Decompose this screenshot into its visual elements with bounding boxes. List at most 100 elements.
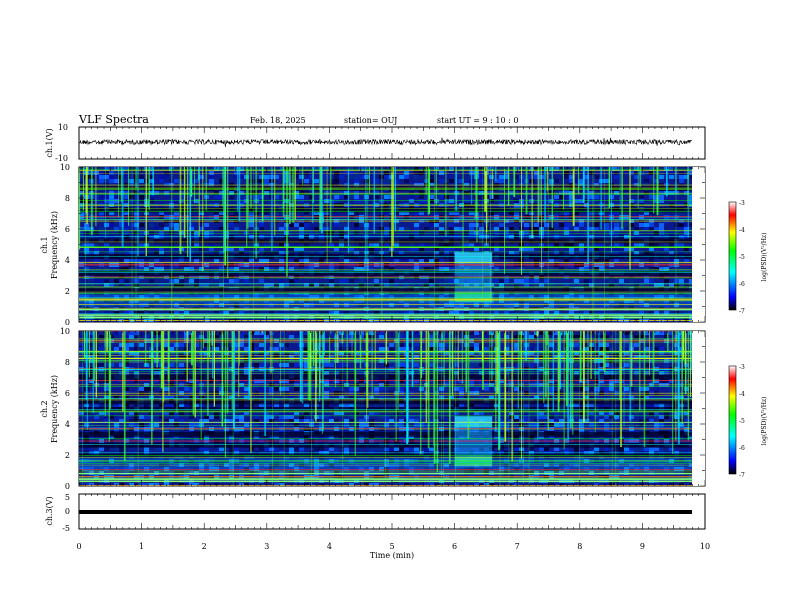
spectrogram-cell — [369, 347, 374, 351]
spectrogram-cell — [119, 283, 124, 287]
spectrogram-cell — [379, 415, 384, 419]
spectrogram-cell — [674, 403, 679, 407]
spectrogram-cell — [569, 243, 574, 247]
spectrogram-cell — [449, 447, 454, 451]
spectrogram-cell — [529, 279, 534, 283]
spectrogram-cell — [259, 447, 264, 451]
spectrogram-cell — [599, 343, 604, 347]
spectrogram-cell — [94, 447, 99, 451]
spectrogram-cell — [274, 387, 279, 391]
spectrogram-cell — [644, 211, 649, 215]
spectrogram-cell — [619, 447, 624, 451]
date-label: Feb. 18, 2025 — [250, 116, 306, 125]
spectrogram-cell — [584, 171, 589, 175]
spectrogram-cell — [649, 247, 654, 251]
spectrogram-cell — [339, 355, 344, 359]
spectrogram-cell — [329, 311, 334, 315]
spectrogram-cell — [359, 279, 364, 283]
spectrogram-cell — [409, 355, 414, 359]
spectrogram-cell — [549, 283, 554, 287]
spectrogram-cell — [419, 395, 424, 399]
spectrogram-cell — [539, 311, 544, 315]
spectrogram-cell — [289, 363, 294, 367]
spectrogram-cell — [104, 303, 109, 307]
spectrogram-cell — [119, 403, 124, 407]
spectrogram-cell — [559, 419, 564, 423]
spectrogram-cell — [349, 251, 354, 255]
spectrogram-cell — [644, 279, 649, 283]
spectrogram-cell — [234, 419, 239, 423]
spectrogram-cell — [674, 395, 679, 399]
spectrogram-cell — [484, 359, 489, 363]
spectrogram-cell — [269, 331, 274, 335]
spectrogram-cell — [514, 367, 519, 371]
spectrogram-cell — [274, 195, 279, 199]
spectrogram-cell — [239, 411, 244, 415]
spectrogram-cell — [454, 395, 459, 399]
spectrogram-cell — [534, 295, 539, 299]
spectrogram-cell — [234, 279, 239, 283]
spectrogram-cell — [164, 267, 169, 271]
spectrogram-cell — [534, 199, 539, 203]
spectrogram-cell — [234, 283, 239, 287]
spectrogram-cell — [524, 419, 529, 423]
spectrogram-cell — [399, 403, 404, 407]
spectrogram-cell — [159, 175, 164, 179]
spectrogram-cell — [234, 343, 239, 347]
spectrogram-cell — [84, 243, 89, 247]
spectrogram-cell — [229, 367, 234, 371]
spectrogram-cell — [469, 227, 474, 231]
spectrogram-cell — [589, 387, 594, 391]
spectrogram-cell — [299, 423, 304, 427]
spectrogram-cell — [284, 343, 289, 347]
spectrogram-cell — [449, 267, 454, 271]
spectrogram-cell — [584, 231, 589, 235]
spectrogram-cell — [99, 227, 104, 231]
spectrogram-cell — [134, 419, 139, 423]
spectrogram-cell — [139, 295, 144, 299]
spectrogram-cell — [644, 447, 649, 451]
spectrogram-cell — [564, 211, 569, 215]
spectrogram-cell — [639, 335, 644, 339]
spectrogram-cell — [594, 211, 599, 215]
spectrogram-cell — [144, 447, 149, 451]
spectrogram-cell — [574, 279, 579, 283]
spectrogram-cell — [304, 335, 309, 339]
spectrogram-cell — [169, 331, 174, 335]
spectrogram-cell — [649, 359, 654, 363]
spectrogram-cell — [234, 171, 239, 175]
spectrogram-cell — [659, 223, 664, 227]
spectrogram-cell — [674, 359, 679, 363]
spectrogram-cell — [639, 435, 644, 439]
spectrogram-cell — [379, 343, 384, 347]
spectrogram-cell — [529, 355, 534, 359]
spectrogram-cell — [439, 363, 444, 367]
spectrogram-cell — [649, 411, 654, 415]
spectrogram-cell — [689, 223, 694, 227]
spectrogram-cell — [134, 283, 139, 287]
spectrogram-cell — [174, 343, 179, 347]
spectrogram-cell — [344, 223, 349, 227]
spectrogram-cell — [624, 435, 629, 439]
spectrogram-cell — [584, 175, 589, 179]
spectrogram-cell — [529, 447, 534, 451]
spectrogram-cell — [204, 295, 209, 299]
spectrogram-cell — [534, 335, 539, 339]
spectrogram-cell — [539, 395, 544, 399]
spectrogram-cell — [244, 387, 249, 391]
spectrogram-cell — [94, 195, 99, 199]
spectrogram-cell — [214, 227, 219, 231]
spectrogram-cell — [494, 231, 499, 235]
spectrogram-cell — [604, 303, 609, 307]
spectrogram-cell — [94, 231, 99, 235]
spectrogram-cell — [414, 203, 419, 207]
spectrogram-cell — [209, 403, 214, 407]
spectrogram-cell — [659, 227, 664, 231]
spectrogram-cell — [169, 247, 174, 251]
spectrogram-cell — [529, 411, 534, 415]
ch2-spectrogram-panel: ch.2 Frequency (kHz) 10 8 6 4 2 0 — [40, 327, 706, 491]
spectrogram-cell — [129, 331, 134, 335]
spectrogram-cell — [319, 435, 324, 439]
spectrogram-cell — [429, 355, 434, 359]
spectrogram-cell — [229, 403, 234, 407]
